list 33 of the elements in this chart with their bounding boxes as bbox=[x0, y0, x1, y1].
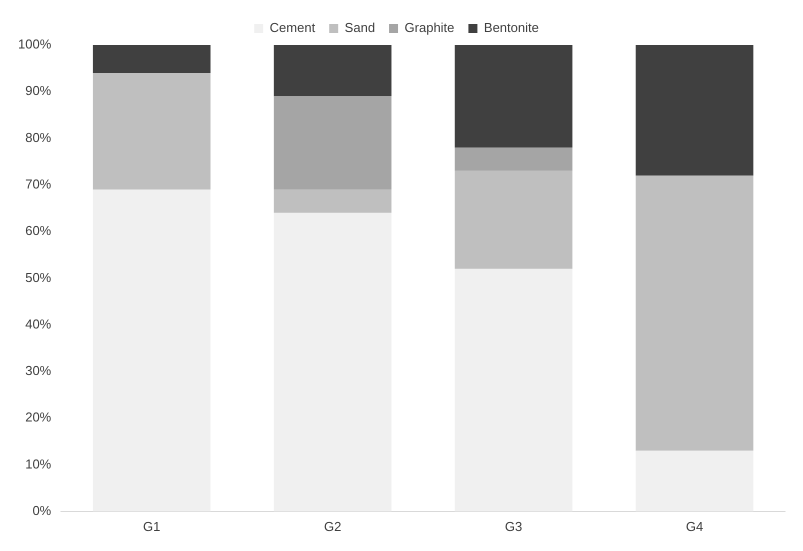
bar bbox=[92, 45, 211, 73]
y-tick-label: 100% bbox=[18, 36, 52, 52]
legend-label: Bentonite bbox=[484, 20, 539, 36]
bar bbox=[274, 45, 392, 96]
y-tick-label: 40% bbox=[25, 316, 52, 332]
bar bbox=[92, 190, 211, 512]
bar bbox=[274, 190, 392, 213]
y-tick-label: 50% bbox=[25, 270, 52, 285]
legend-label: Cement bbox=[270, 20, 316, 36]
bar bbox=[274, 96, 392, 190]
y-tick-label: 20% bbox=[25, 410, 52, 425]
bar bbox=[454, 148, 572, 171]
bar bbox=[454, 45, 572, 148]
x-tick-label: G2 bbox=[324, 518, 342, 534]
x-tick-label: G4 bbox=[686, 518, 704, 534]
y-tick-label: 0% bbox=[32, 502, 52, 518]
bar bbox=[454, 170, 572, 269]
bar bbox=[274, 212, 392, 512]
x-tick-label: G3 bbox=[504, 518, 522, 534]
legend-label: Graphite bbox=[404, 20, 454, 36]
bar bbox=[636, 450, 754, 512]
y-tick-label: 30% bbox=[25, 363, 52, 378]
bar bbox=[454, 268, 572, 512]
y-tick-label: 60% bbox=[25, 223, 52, 238]
bar bbox=[92, 72, 211, 190]
legend-label: Sand bbox=[344, 20, 376, 36]
y-tick-label: 70% bbox=[25, 176, 52, 192]
y-tick-label: 10% bbox=[25, 456, 52, 472]
y-tick-label: 80% bbox=[25, 130, 52, 145]
x-tick-label: G1 bbox=[143, 518, 160, 534]
bar bbox=[636, 45, 754, 176]
bar bbox=[636, 176, 754, 451]
y-tick-label: 90% bbox=[25, 83, 52, 98]
